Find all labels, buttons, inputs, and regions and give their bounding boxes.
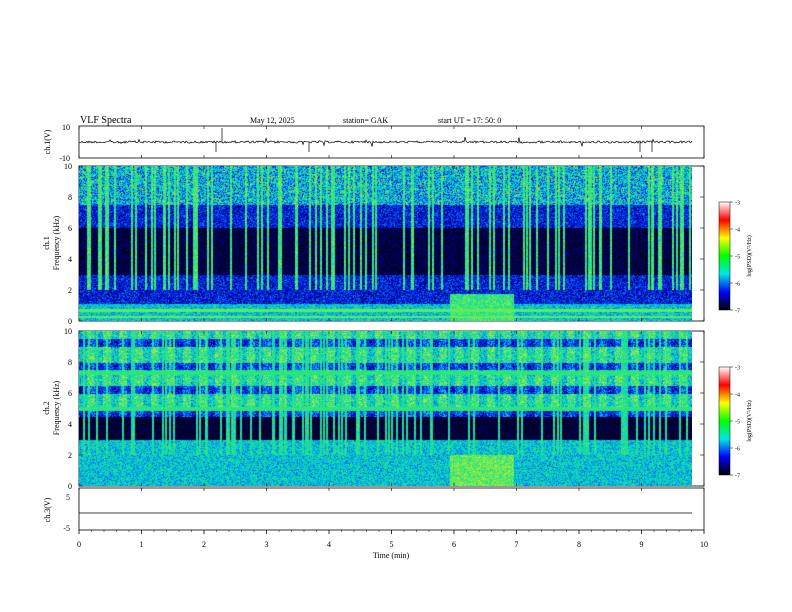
time-tick-label: 3 [265,540,269,549]
ch1-volt-ylabel: ch.1(V) [43,129,52,154]
frequency-tick-label: 0 [68,482,72,491]
ch2-frequency-ylabel: Frequency (kHz) [52,380,61,435]
colorbar-tick-label: -3 [735,201,740,207]
ch1-spectrogram-panel: 0 2 4 6 8 10 ch.1 Frequency (kHz) [42,162,705,326]
time-tick-label: 0 [77,540,81,549]
frequency-tick-label: 8 [68,358,72,367]
time-tick-label: 10 [700,540,708,549]
ch1-frequency-ylabel: Frequency (kHz) [52,215,61,270]
ch3-volt-ylabel: ch.3(V) [43,497,52,522]
colorbar-tick-label: -7 [735,309,740,315]
colorbar-tick-label: -4 [735,393,740,399]
ch1-ytick-bottom: -10 [59,154,70,163]
frequency-tick-label: 4 [68,255,72,264]
colorbar-tick-label: -6 [735,282,740,288]
ch2-spectrogram-panel: 0 2 4 6 8 10 ch.2 Frequency (kHz) [42,327,705,491]
ch1-spectrogram-image [79,166,692,321]
colorbar-tick-label: -3 [735,366,740,372]
time-tick-label: 8 [577,540,581,549]
station-label: station= GAK [343,116,388,125]
colorbar-tick-label: -6 [735,447,740,453]
ch1-waveform-panel: 10 -10 ch.1(V) [43,123,705,163]
colorbar-tick-label: -7 [735,474,740,480]
colorbar-label: log(PSD)(V²/Hz) [746,235,753,276]
date-label: May 12, 2025 [250,116,295,125]
time-tick-label: 2 [202,540,206,549]
frequency-tick-label: 8 [68,193,72,202]
frequency-tick-label: 4 [68,420,72,429]
frequency-tick-label: 2 [68,286,72,295]
time-tick-label: 7 [515,540,519,549]
ch3-ytick-top: 5 [66,493,70,502]
colorbar-gradient [718,201,731,311]
frequency-tick-label: 6 [68,389,72,398]
colorbar-ch2: -3 -4 -5 -6 -7 log(PSD)(V²/Hz) [718,366,753,480]
ch1-spec-label: ch.1 [42,236,51,250]
time-axis-label: Time (min) [373,551,410,560]
time-tick-label: 6 [452,540,456,549]
frequency-tick-label: 0 [68,317,72,326]
frequency-tick-label: 6 [68,224,72,233]
time-tick-label: 1 [140,540,144,549]
colorbar-gradient [718,366,731,476]
ch1-ytick-top: 10 [62,123,70,132]
ch3-ytick-bottom: -5 [63,524,70,533]
ch3-waveform-panel: 5 -5 ch.3(V) [43,487,705,533]
colorbar-tick-label: -5 [735,255,740,261]
time-axis: 0 1 2 3 4 5 6 7 8 9 10 [77,126,708,549]
frequency-tick-label: 2 [68,451,72,460]
time-tick-label: 4 [327,540,331,549]
colorbar-label: log(PSD)(V²/Hz) [746,400,753,441]
colorbar-tick-label: -4 [735,228,740,234]
figure-title: VLF Spectra [80,115,132,126]
time-tick-label: 5 [390,540,394,549]
start-time-label: start UT = 17: 50: 0 [438,116,501,125]
ch2-spec-label: ch.2 [42,401,51,415]
ch1-waveform-line [79,128,693,152]
ch2-spectrogram-image [79,331,692,486]
frequency-tick-label: 10 [64,327,72,336]
colorbar-ch1: -3 -4 -5 -6 -7 log(PSD)(V²/Hz) [718,201,753,315]
time-tick-label: 9 [640,540,644,549]
colorbar-tick-label: -5 [735,420,740,426]
frequency-tick-label: 10 [64,162,72,171]
